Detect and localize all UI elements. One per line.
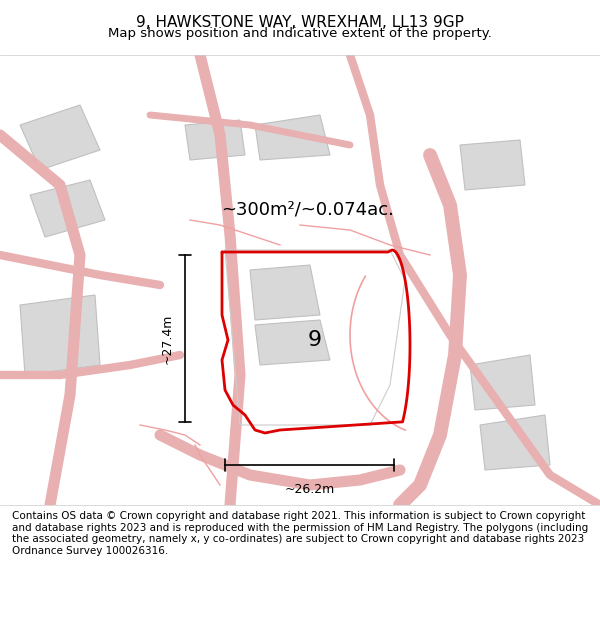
Polygon shape — [20, 105, 100, 170]
Polygon shape — [255, 320, 330, 365]
Text: ~26.2m: ~26.2m — [284, 483, 335, 496]
Polygon shape — [470, 355, 535, 410]
Text: 9: 9 — [308, 330, 322, 350]
Text: Map shows position and indicative extent of the property.: Map shows position and indicative extent… — [108, 27, 492, 39]
Polygon shape — [30, 180, 105, 237]
Text: ~300m²/~0.074ac.: ~300m²/~0.074ac. — [221, 201, 394, 219]
Polygon shape — [460, 140, 525, 190]
Polygon shape — [480, 415, 550, 470]
Polygon shape — [250, 265, 320, 320]
Polygon shape — [185, 120, 245, 160]
Polygon shape — [255, 115, 330, 160]
Text: ~27.4m: ~27.4m — [161, 313, 173, 364]
Text: 9, HAWKSTONE WAY, WREXHAM, LL13 9GP: 9, HAWKSTONE WAY, WREXHAM, LL13 9GP — [136, 16, 464, 31]
Polygon shape — [20, 295, 100, 375]
Text: Contains OS data © Crown copyright and database right 2021. This information is : Contains OS data © Crown copyright and d… — [12, 511, 588, 556]
